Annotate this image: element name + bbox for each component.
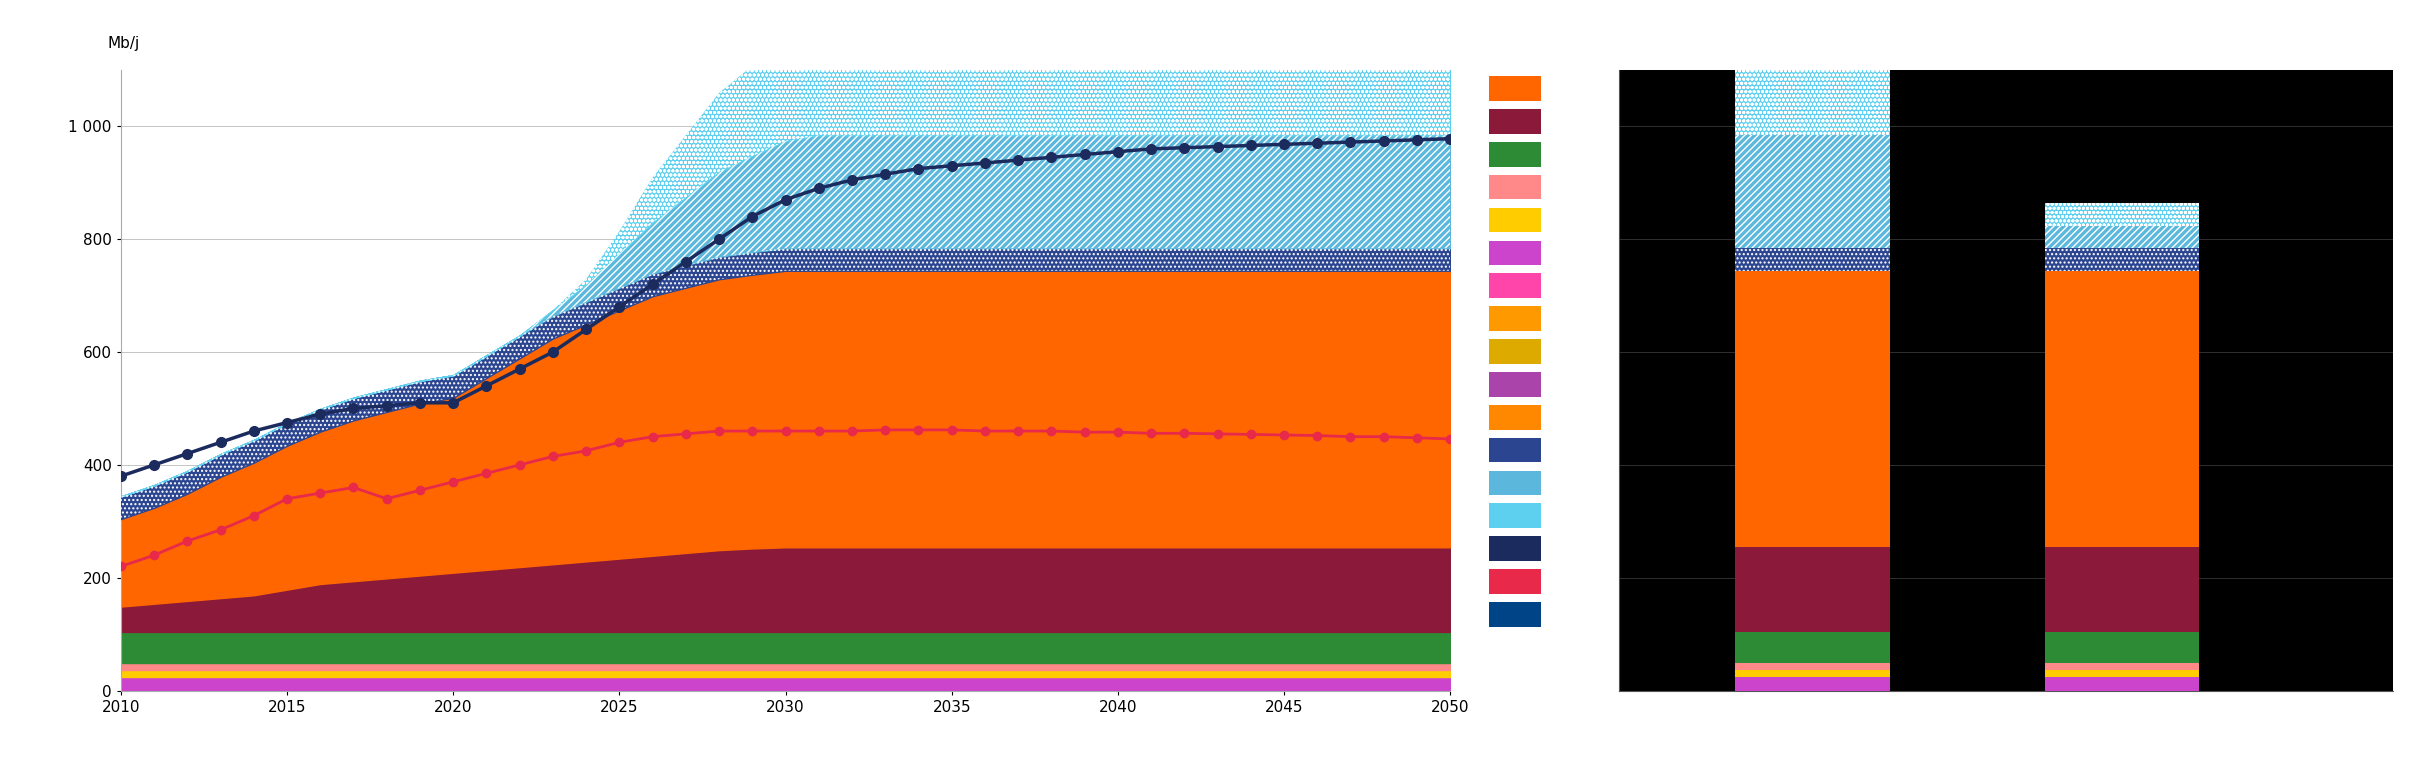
Bar [2045, 226, 2199, 248]
Bar [1735, 670, 1890, 677]
Bar [1735, 248, 1890, 271]
Bar [1489, 372, 1542, 397]
Bar [1735, 547, 1890, 632]
Bar [1489, 405, 1542, 430]
Bar [1489, 602, 1542, 627]
Bar [2045, 203, 2199, 226]
Bar [2045, 663, 2199, 670]
Bar [1735, 663, 1890, 670]
Bar [1489, 307, 1542, 331]
Bar [2045, 677, 2199, 691]
Bar [1735, 632, 1890, 663]
Bar [1489, 339, 1542, 364]
Bar [2045, 271, 2199, 547]
Bar [1489, 76, 1542, 101]
Bar [1735, 677, 1890, 691]
Bar [2045, 670, 2199, 677]
Bar [1489, 536, 1542, 561]
Bar [1735, 135, 1890, 248]
Bar [2045, 547, 2199, 632]
Bar [1489, 570, 1542, 594]
Bar [1489, 175, 1542, 199]
Bar [1489, 273, 1542, 298]
Bar [1735, 135, 1890, 248]
Bar [1489, 208, 1542, 232]
Bar [1489, 142, 1542, 167]
Bar [1489, 241, 1542, 265]
Bar [2045, 248, 2199, 271]
Bar [2045, 248, 2199, 271]
Bar [1489, 504, 1542, 528]
Bar [2045, 632, 2199, 663]
Bar [1489, 109, 1542, 133]
Bar [1489, 470, 1542, 495]
Text: Mb/j: Mb/j [106, 36, 140, 51]
Bar [1735, 14, 1890, 135]
Bar [1735, 248, 1890, 271]
Bar [2045, 226, 2199, 248]
Bar [1735, 271, 1890, 547]
Bar [1489, 438, 1542, 462]
Text: Mb/j: Mb/j [1627, 36, 1660, 51]
Bar [1735, 14, 1890, 135]
Bar [2045, 203, 2199, 226]
